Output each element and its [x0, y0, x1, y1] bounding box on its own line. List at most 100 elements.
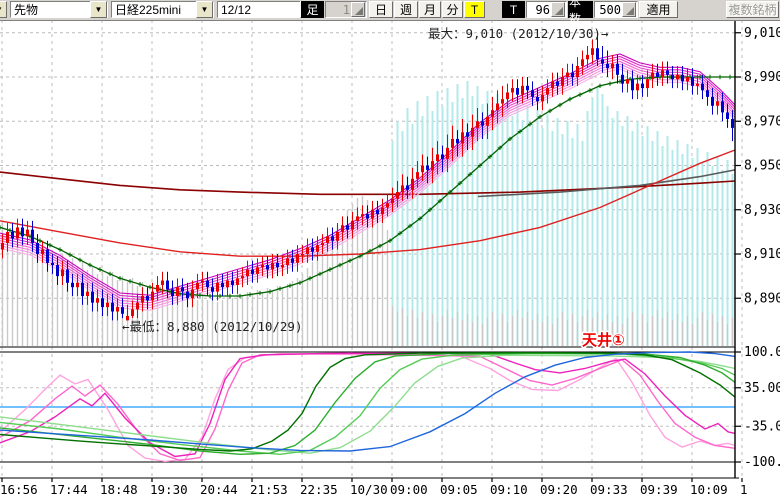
ma-75-line — [0, 149, 736, 257]
rci_green_mid-line — [0, 352, 736, 456]
candle-down — [721, 101, 724, 113]
candle-up — [286, 258, 289, 266]
candle-down — [146, 296, 149, 301]
rci_pink_mid-line — [0, 352, 736, 462]
candle-up — [401, 185, 404, 193]
candle-up — [626, 79, 629, 84]
candle-down — [186, 291, 189, 299]
candle-up — [411, 178, 414, 190]
candle-up — [256, 267, 259, 274]
market-combo[interactable]: 先物 ▼ — [10, 1, 108, 18]
candle-down — [621, 74, 624, 84]
candle-down — [376, 209, 379, 215]
candle-down — [331, 236, 334, 241]
candle-up — [201, 280, 204, 283]
candle-up — [176, 287, 179, 297]
candle-up — [386, 203, 389, 208]
candle-up — [451, 138, 454, 148]
candle-up — [246, 269, 249, 277]
candle-up — [576, 65, 579, 77]
candle-down — [121, 307, 124, 314]
candle-up — [421, 165, 424, 173]
dropdown-icon[interactable]: ▼ — [90, 1, 107, 18]
spinner-icon[interactable] — [351, 2, 365, 17]
candle-down — [46, 249, 49, 263]
spinner-icon[interactable] — [622, 2, 636, 17]
candle-up — [496, 103, 499, 111]
price-tick-label: 8,990 — [744, 70, 780, 85]
candle-up — [506, 92, 509, 100]
tick-count-input[interactable]: 96 — [526, 1, 567, 18]
spinner-icon[interactable] — [551, 2, 565, 17]
candle-up — [86, 291, 89, 297]
candle-up — [61, 269, 64, 277]
candle-up — [301, 254, 304, 256]
candle-up — [591, 48, 594, 55]
time-tick-label: 19:30 — [150, 482, 188, 497]
ema-ribbon-line — [0, 60, 736, 304]
candle-up — [471, 127, 474, 137]
minute-button[interactable]: 分 — [442, 1, 463, 18]
candle-up — [341, 225, 344, 232]
candle-up — [16, 227, 19, 239]
monthly-button[interactable]: 月 — [419, 1, 441, 18]
candle-up — [126, 315, 129, 321]
candle-up — [501, 99, 504, 104]
symbol-combo[interactable]: 日経225mini ▼ — [111, 1, 214, 18]
candle-down — [171, 289, 174, 297]
candle-up — [296, 254, 299, 263]
candle-down — [366, 214, 369, 219]
apply-button[interactable]: 適用 — [639, 1, 678, 18]
candle-up — [261, 265, 264, 268]
candle-up — [586, 54, 589, 60]
time-tick-label: 18:48 — [100, 482, 138, 497]
time-tick-label: 1 — [740, 482, 748, 497]
tick-toggle-button[interactable]: T — [464, 1, 485, 18]
candle-down — [56, 265, 59, 277]
combo-stub-dropdown-button[interactable]: ▼ — [0, 1, 7, 18]
ema-ribbon-line — [0, 55, 736, 299]
candle-up — [646, 79, 649, 89]
candle-down — [166, 280, 169, 290]
candle-down — [81, 282, 84, 297]
dropdown-icon: ▼ — [0, 5, 3, 14]
candle-up — [106, 302, 109, 308]
candle-up — [281, 265, 284, 268]
candle-up — [446, 147, 449, 159]
candle-up — [391, 198, 394, 204]
bar-interval-input[interactable]: 1 — [325, 1, 367, 18]
multi-symbol-button[interactable]: 複数銘柄 — [726, 1, 779, 18]
contract-combo-value: 12/12 — [221, 2, 252, 17]
candle-down — [731, 119, 734, 128]
ema-ribbon-line — [0, 68, 736, 311]
candle-up — [491, 110, 494, 117]
candle-up — [676, 74, 679, 80]
chart-canvas[interactable]: 9,010 8,990 8,970 8,950 8,930 8,910 8,890 100.0… — [0, 19, 780, 500]
candle-up — [271, 262, 274, 270]
candle-down — [631, 79, 634, 91]
time-tick-label: 17:44 — [50, 482, 88, 497]
candle-up — [416, 172, 419, 179]
ema-ribbon-line — [0, 63, 736, 306]
candle-up — [41, 249, 44, 254]
candle-up — [636, 83, 639, 91]
candle-up — [151, 291, 154, 301]
weekly-button[interactable]: 週 — [394, 1, 418, 18]
rci_green_dark-line — [0, 351, 736, 452]
candle-down — [706, 90, 709, 97]
candle-down — [681, 74, 684, 82]
price-tick-label: 8,950 — [744, 159, 780, 174]
time-tick-label: 09:20 — [540, 482, 578, 497]
candle-up — [216, 282, 219, 292]
dropdown-icon[interactable]: ▼ — [196, 1, 213, 18]
rci_blue-line — [0, 351, 736, 452]
candle-down — [51, 262, 54, 266]
candle-up — [396, 192, 399, 199]
candle-down — [31, 229, 34, 243]
candle-down — [406, 185, 409, 190]
candle-down — [641, 83, 644, 89]
time-tick-label: 09:00 — [390, 482, 428, 497]
bar-count-input[interactable]: 500 — [594, 1, 638, 18]
daily-button[interactable]: 日 — [369, 1, 393, 18]
min-price-annotation: ←最低：8,880 (2012/10/29) — [122, 319, 303, 334]
